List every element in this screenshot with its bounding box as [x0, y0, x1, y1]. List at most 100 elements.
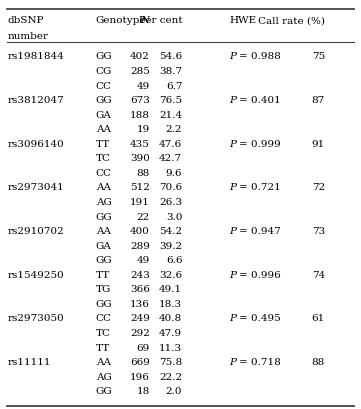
Text: P: P — [229, 314, 236, 323]
Text: TG: TG — [96, 285, 111, 294]
Text: 6.6: 6.6 — [166, 256, 182, 265]
Text: 21.4: 21.4 — [159, 110, 182, 119]
Text: GG: GG — [96, 299, 112, 308]
Text: TT: TT — [96, 270, 110, 279]
Text: 191: 191 — [130, 198, 150, 207]
Text: TC: TC — [96, 154, 111, 163]
Text: Per cent: Per cent — [139, 16, 182, 25]
Text: 87: 87 — [312, 96, 325, 105]
Text: 75.8: 75.8 — [159, 357, 182, 366]
Text: rs1981844: rs1981844 — [7, 52, 64, 61]
Text: 188: 188 — [130, 110, 150, 119]
Text: 76.5: 76.5 — [159, 96, 182, 105]
Text: TT: TT — [96, 343, 110, 352]
Text: 9.6: 9.6 — [166, 169, 182, 178]
Text: AG: AG — [96, 198, 112, 207]
Text: 3.0: 3.0 — [166, 212, 182, 221]
Text: 54.6: 54.6 — [159, 52, 182, 61]
Text: Call rate (%): Call rate (%) — [258, 16, 325, 25]
Text: 40.8: 40.8 — [159, 314, 182, 323]
Text: rs2910702: rs2910702 — [7, 227, 64, 236]
Text: 74: 74 — [312, 270, 325, 279]
Text: 285: 285 — [130, 67, 150, 76]
Text: 2.2: 2.2 — [166, 125, 182, 134]
Text: 18: 18 — [136, 386, 150, 395]
Text: rs3096140: rs3096140 — [7, 139, 64, 148]
Text: 49: 49 — [136, 81, 150, 90]
Text: = 0.947: = 0.947 — [239, 227, 281, 236]
Text: = 0.495: = 0.495 — [239, 314, 281, 323]
Text: P: P — [229, 270, 236, 279]
Text: rs11111: rs11111 — [7, 357, 51, 366]
Text: AA: AA — [96, 227, 111, 236]
Text: 32.6: 32.6 — [159, 270, 182, 279]
Text: 400: 400 — [130, 227, 150, 236]
Text: 22: 22 — [136, 212, 150, 221]
Text: 19: 19 — [136, 125, 150, 134]
Text: = 0.988: = 0.988 — [239, 52, 281, 61]
Text: 91: 91 — [312, 139, 325, 148]
Text: 42.7: 42.7 — [159, 154, 182, 163]
Text: 512: 512 — [130, 183, 150, 192]
Text: = 0.996: = 0.996 — [239, 270, 281, 279]
Text: AG: AG — [96, 372, 112, 381]
Text: 2.0: 2.0 — [166, 386, 182, 395]
Text: GA: GA — [96, 241, 112, 250]
Text: number: number — [7, 32, 48, 41]
Text: P: P — [229, 227, 236, 236]
Text: 73: 73 — [312, 227, 325, 236]
Text: P: P — [229, 52, 236, 61]
Text: CG: CG — [96, 67, 112, 76]
Text: CC: CC — [96, 314, 112, 323]
Text: N: N — [141, 16, 150, 25]
Text: CC: CC — [96, 169, 112, 178]
Text: rs1549250: rs1549250 — [7, 270, 64, 279]
Text: Genotype: Genotype — [96, 16, 146, 25]
Text: 249: 249 — [130, 314, 150, 323]
Text: 390: 390 — [130, 154, 150, 163]
Text: 673: 673 — [130, 96, 150, 105]
Text: = 0.721: = 0.721 — [239, 183, 281, 192]
Text: 72: 72 — [312, 183, 325, 192]
Text: 49.1: 49.1 — [159, 285, 182, 294]
Text: 136: 136 — [130, 299, 150, 308]
Text: 75: 75 — [312, 52, 325, 61]
Text: GG: GG — [96, 256, 112, 265]
Text: 6.7: 6.7 — [166, 81, 182, 90]
Text: P: P — [229, 357, 236, 366]
Text: 292: 292 — [130, 328, 150, 337]
Text: 47.9: 47.9 — [159, 328, 182, 337]
Text: 54.2: 54.2 — [159, 227, 182, 236]
Text: 49: 49 — [136, 256, 150, 265]
Text: 47.6: 47.6 — [159, 139, 182, 148]
Text: P: P — [229, 183, 236, 192]
Text: 61: 61 — [312, 314, 325, 323]
Text: 22.2: 22.2 — [159, 372, 182, 381]
Text: 289: 289 — [130, 241, 150, 250]
Text: P: P — [229, 96, 236, 105]
Text: 669: 669 — [130, 357, 150, 366]
Text: = 0.999: = 0.999 — [239, 139, 281, 148]
Text: = 0.401: = 0.401 — [239, 96, 281, 105]
Text: 88: 88 — [312, 357, 325, 366]
Text: rs2973041: rs2973041 — [7, 183, 64, 192]
Text: 69: 69 — [136, 343, 150, 352]
Text: 38.7: 38.7 — [159, 67, 182, 76]
Text: TT: TT — [96, 139, 110, 148]
Text: 402: 402 — [130, 52, 150, 61]
Text: P: P — [229, 139, 236, 148]
Text: = 0.718: = 0.718 — [239, 357, 281, 366]
Text: TC: TC — [96, 328, 111, 337]
Text: rs3812047: rs3812047 — [7, 96, 64, 105]
Text: AA: AA — [96, 125, 111, 134]
Text: 18.3: 18.3 — [159, 299, 182, 308]
Text: 435: 435 — [130, 139, 150, 148]
Text: AA: AA — [96, 357, 111, 366]
Text: rs2973050: rs2973050 — [7, 314, 64, 323]
Text: GA: GA — [96, 110, 112, 119]
Text: 366: 366 — [130, 285, 150, 294]
Text: GG: GG — [96, 386, 112, 395]
Text: GG: GG — [96, 212, 112, 221]
Text: AA: AA — [96, 183, 111, 192]
Text: GG: GG — [96, 52, 112, 61]
